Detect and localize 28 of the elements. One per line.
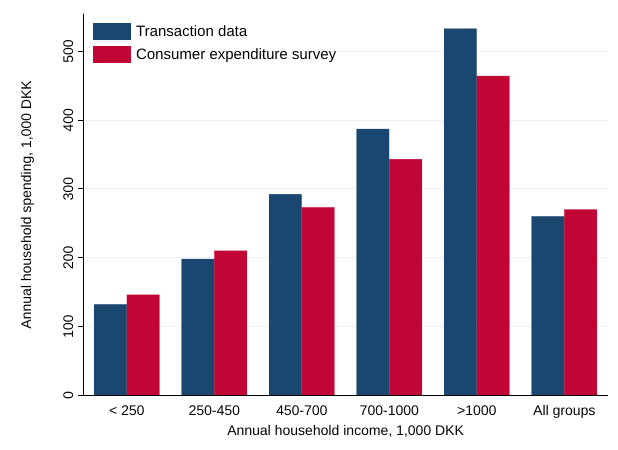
bar (126, 294, 160, 395)
y-tick-label: 400 (60, 108, 76, 132)
bar (214, 250, 248, 395)
x-tick-label: 250-450 (188, 402, 240, 418)
x-tick-label: < 250 (109, 402, 145, 418)
bar (444, 28, 477, 395)
bar (268, 194, 302, 395)
x-tick-label: All groups (533, 402, 596, 418)
bar (564, 209, 598, 395)
y-tick-label: 200 (60, 246, 76, 270)
bar (476, 76, 510, 395)
legend-label: Transaction data (136, 23, 248, 40)
y-tick-label: 500 (60, 39, 76, 63)
y-axis-title: Annual household spending, 1,000 DKK (18, 80, 34, 329)
x-tick-label: 700-1000 (360, 402, 420, 418)
x-tick-label: >1000 (457, 402, 497, 418)
bar (181, 258, 214, 395)
x-tick-label: 450-700 (276, 402, 328, 418)
bar (531, 216, 564, 395)
bar (94, 304, 127, 395)
bar (302, 207, 335, 395)
bar (389, 159, 422, 395)
y-tick-label: 100 (60, 314, 76, 338)
bar (356, 128, 390, 395)
legend-label: Consumer expenditure survey (136, 46, 337, 63)
x-axis-title: Annual household income, 1,000 DKK (227, 422, 464, 438)
y-tick-label: 0 (60, 390, 76, 399)
y-tick-label: 300 (60, 176, 76, 200)
